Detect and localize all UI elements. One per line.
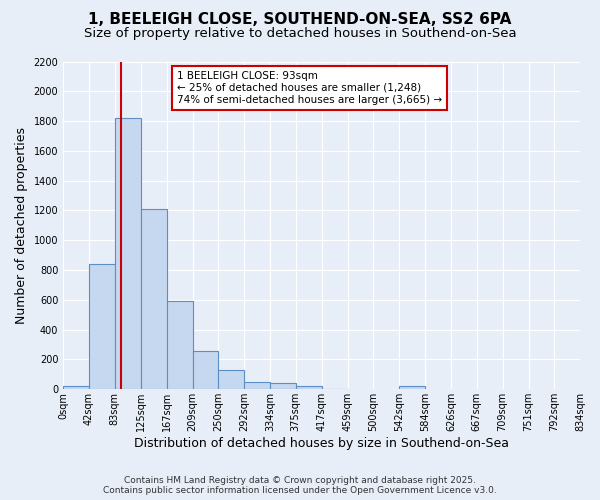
Bar (270, 384, 296, 390)
Bar (218, 370, 244, 390)
Bar (89, 264, 115, 390)
Bar (322, 388, 347, 390)
Bar (399, 386, 425, 390)
Text: Contains HM Land Registry data © Crown copyright and database right 2025.
Contai: Contains HM Land Registry data © Crown c… (103, 476, 497, 495)
Bar (244, 382, 270, 390)
Text: 1, BEELEIGH CLOSE, SOUTHEND-ON-SEA, SS2 6PA: 1, BEELEIGH CLOSE, SOUTHEND-ON-SEA, SS2 … (88, 12, 512, 28)
Bar (167, 300, 193, 390)
Text: Size of property relative to detached houses in Southend-on-Sea: Size of property relative to detached ho… (83, 28, 517, 40)
Bar (63, 386, 89, 390)
X-axis label: Distribution of detached houses by size in Southend-on-Sea: Distribution of detached houses by size … (134, 437, 509, 450)
Bar (193, 352, 218, 390)
Bar (140, 209, 167, 390)
Bar (115, 118, 140, 390)
Text: 1 BEELEIGH CLOSE: 93sqm
← 25% of detached houses are smaller (1,248)
74% of semi: 1 BEELEIGH CLOSE: 93sqm ← 25% of detache… (177, 72, 442, 104)
Y-axis label: Number of detached properties: Number of detached properties (15, 127, 28, 324)
Bar (296, 386, 322, 390)
